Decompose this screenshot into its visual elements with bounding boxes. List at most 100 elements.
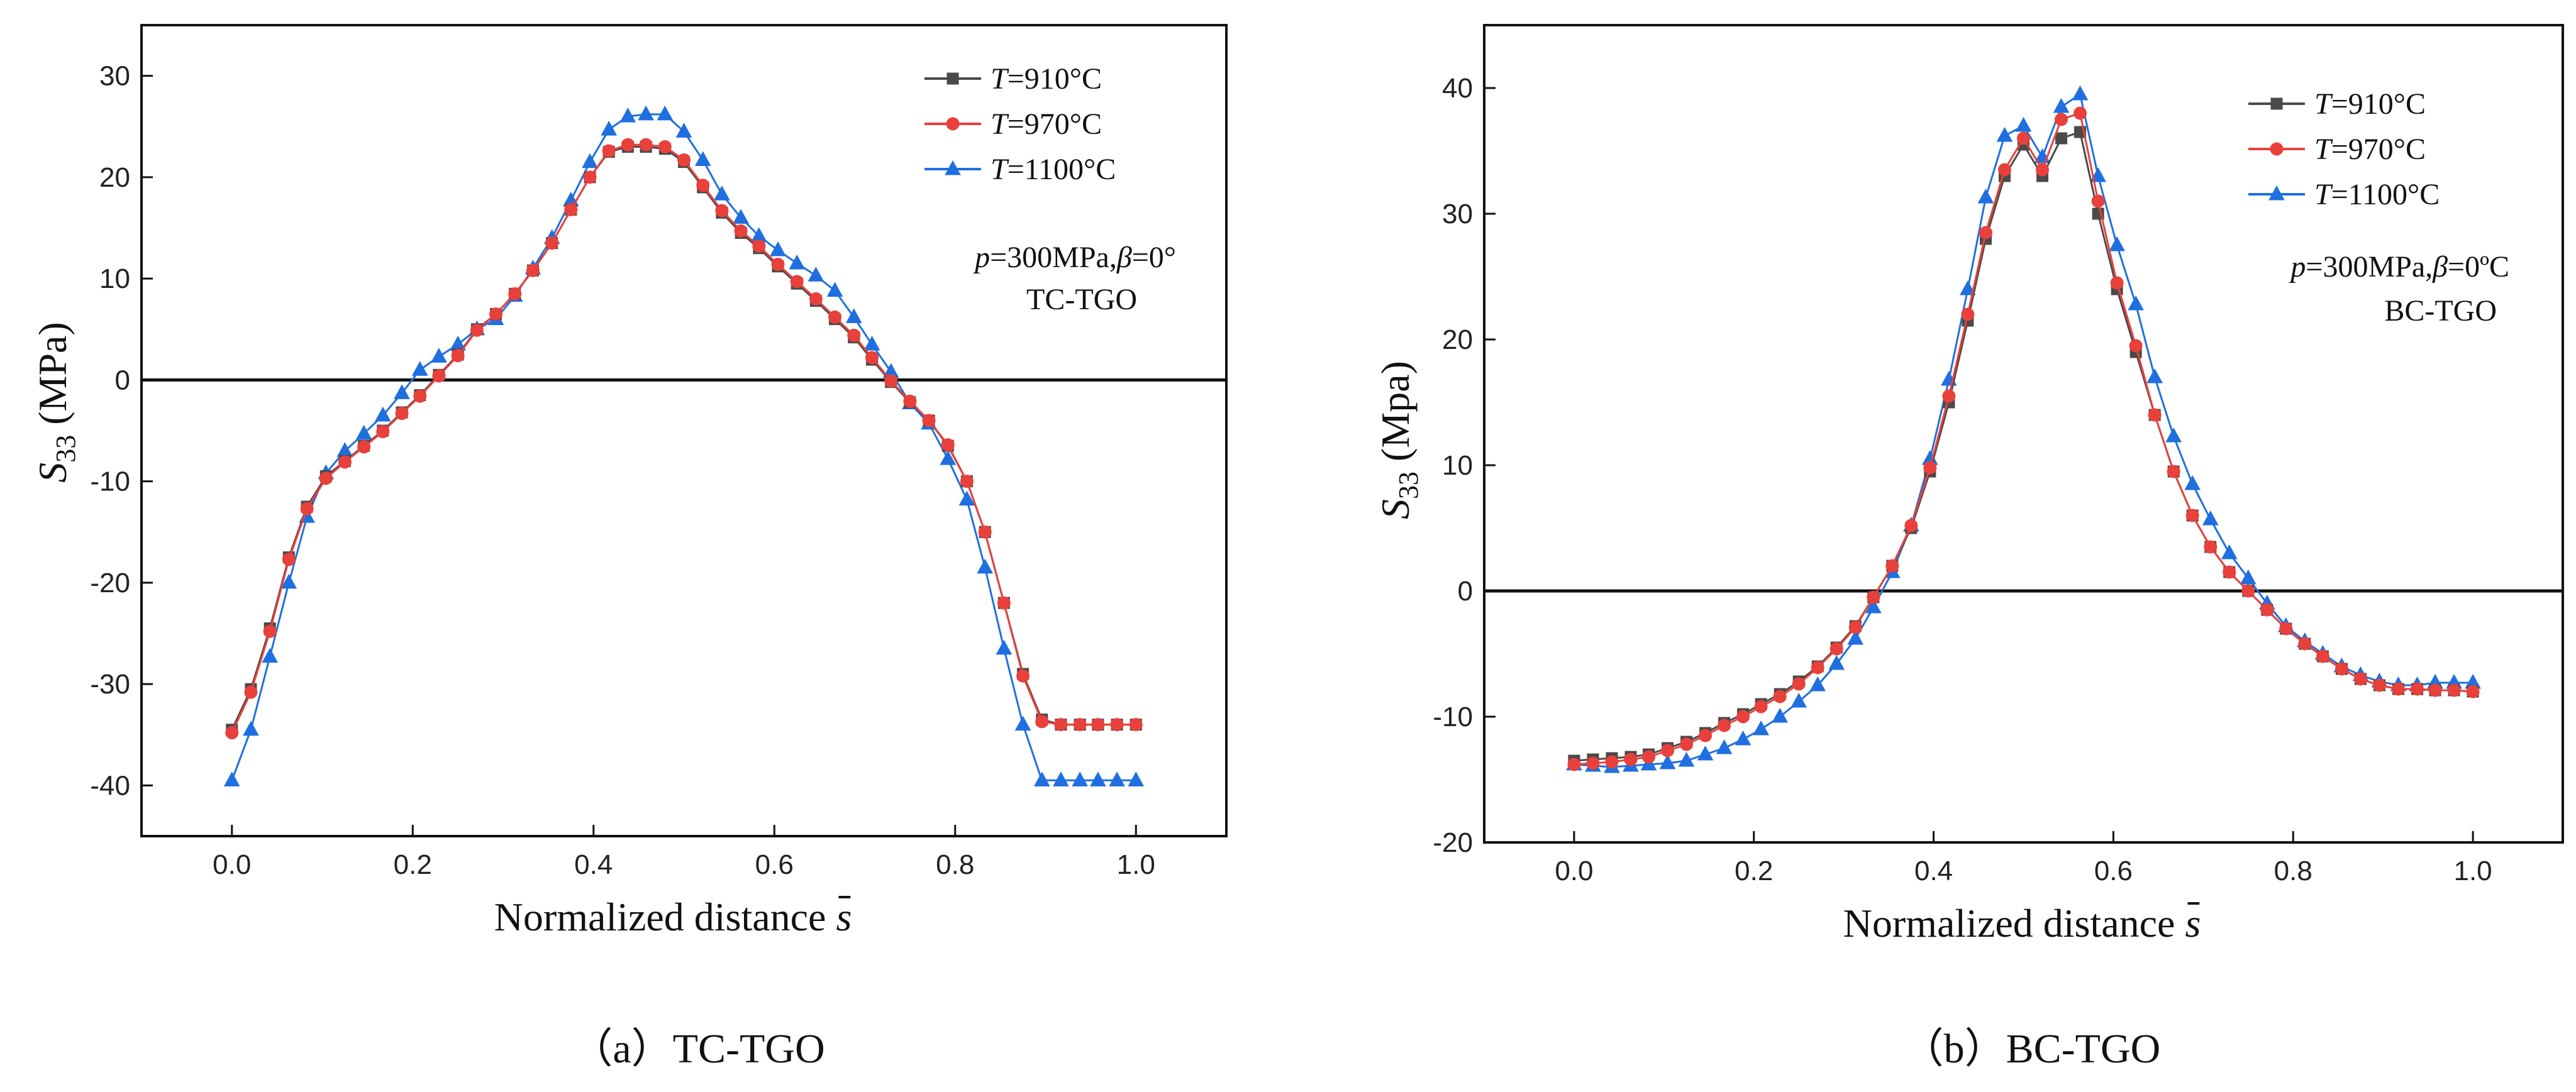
data-point <box>2466 685 2480 698</box>
data-point <box>922 414 936 427</box>
data-point <box>1110 718 1124 732</box>
legend-marker <box>945 160 961 175</box>
data-point <box>657 105 674 121</box>
data-point <box>1736 710 1750 724</box>
data-point <box>1053 771 1069 786</box>
data-point <box>941 438 955 452</box>
data-point <box>357 440 371 454</box>
figure-caption: （b）BC-TGO <box>1902 1026 2161 1072</box>
data-point <box>789 254 806 270</box>
data-point <box>1848 620 1862 634</box>
y-tick-label: 30 <box>1442 199 1473 229</box>
data-point <box>996 639 1013 655</box>
data-point <box>1979 226 1992 240</box>
data-point <box>1996 126 2013 142</box>
data-point <box>1977 188 1994 204</box>
data-point <box>2185 509 2199 522</box>
data-point <box>2241 584 2255 598</box>
plot-frame <box>1483 24 2564 844</box>
data-point <box>715 204 729 218</box>
data-point <box>1091 718 1105 732</box>
data-point <box>997 596 1011 610</box>
y-tick-label: -20 <box>1433 827 1473 858</box>
data-point <box>2204 540 2218 554</box>
data-point <box>244 685 258 699</box>
legend: T=910°C T=970°C T=1100°C <box>924 62 1116 186</box>
x-tick-label: 0.8 <box>936 849 974 880</box>
y-tick-label: 0 <box>1458 576 1473 607</box>
data-point <box>2240 569 2257 585</box>
data-point <box>2053 97 2070 113</box>
data-point <box>1867 590 1880 604</box>
data-point <box>733 209 749 224</box>
annotation-specimen: TC-TGO <box>1026 283 1137 316</box>
data-point <box>1753 720 1770 736</box>
data-point <box>1716 739 1733 754</box>
data-point <box>2074 106 2087 120</box>
data-point <box>2128 295 2144 311</box>
data-point <box>940 450 957 465</box>
data-point <box>2221 544 2238 560</box>
data-point <box>1072 771 1088 786</box>
data-point <box>960 475 974 488</box>
legend-item: T=910°C <box>924 62 1102 96</box>
y-tick-label: 40 <box>1442 73 1473 104</box>
data-point <box>1773 690 1787 703</box>
data-point <box>2036 163 2050 177</box>
legend-marker <box>2270 142 2284 156</box>
data-point <box>1960 280 1976 295</box>
data-point <box>826 282 843 297</box>
data-point <box>771 258 785 272</box>
data-point <box>2260 603 2274 617</box>
data-point <box>1772 707 1789 723</box>
data-point <box>770 241 786 256</box>
data-point <box>395 407 409 421</box>
x-tick-label: 0.6 <box>755 849 794 880</box>
data-point <box>1016 669 1030 683</box>
data-point <box>1942 389 1956 403</box>
x-tick-label: 0.4 <box>1914 856 1953 886</box>
annotation-conditions: p=300MPa,β=0° <box>973 241 1176 274</box>
data-point <box>1661 744 1675 758</box>
legend-marker <box>946 117 960 131</box>
data-point <box>884 374 898 388</box>
x-tick-label: 0.8 <box>2274 856 2312 886</box>
data-point <box>300 502 314 516</box>
data-point <box>602 144 616 158</box>
y-axis-title: S33 (Mpa) <box>1373 361 1424 519</box>
data-point <box>1997 163 2011 177</box>
legend-marker <box>2268 185 2285 201</box>
data-point <box>2017 131 2030 145</box>
data-point <box>432 369 446 383</box>
annotation-specimen: BC-TGO <box>2384 294 2497 328</box>
data-point <box>808 267 824 282</box>
data-point <box>1014 715 1031 731</box>
data-point <box>978 525 992 539</box>
data-point <box>1847 629 1864 645</box>
data-point <box>2167 465 2180 478</box>
data-point <box>2223 565 2236 579</box>
data-point <box>2316 649 2329 663</box>
data-point <box>1090 771 1106 786</box>
data-point <box>2072 85 2089 101</box>
data-point <box>2410 682 2424 696</box>
legend-marker <box>947 72 959 85</box>
data-point <box>2091 194 2105 208</box>
x-tick-label: 0.0 <box>213 849 251 880</box>
data-point <box>263 624 277 638</box>
y-axis-title: S33 (MPa) <box>30 322 81 483</box>
data-point <box>1697 745 1714 761</box>
data-point <box>977 558 994 574</box>
data-point <box>847 328 861 342</box>
data-point <box>1754 700 1768 714</box>
legend-label: T=970°C <box>2314 133 2426 166</box>
data-point <box>675 123 692 138</box>
data-point <box>658 140 672 153</box>
legend-marker <box>2270 97 2283 110</box>
data-point <box>1033 771 1050 786</box>
data-point <box>1624 753 1638 766</box>
plot-frame <box>140 24 1228 837</box>
data-point <box>582 153 598 168</box>
data-point <box>1605 755 1619 769</box>
